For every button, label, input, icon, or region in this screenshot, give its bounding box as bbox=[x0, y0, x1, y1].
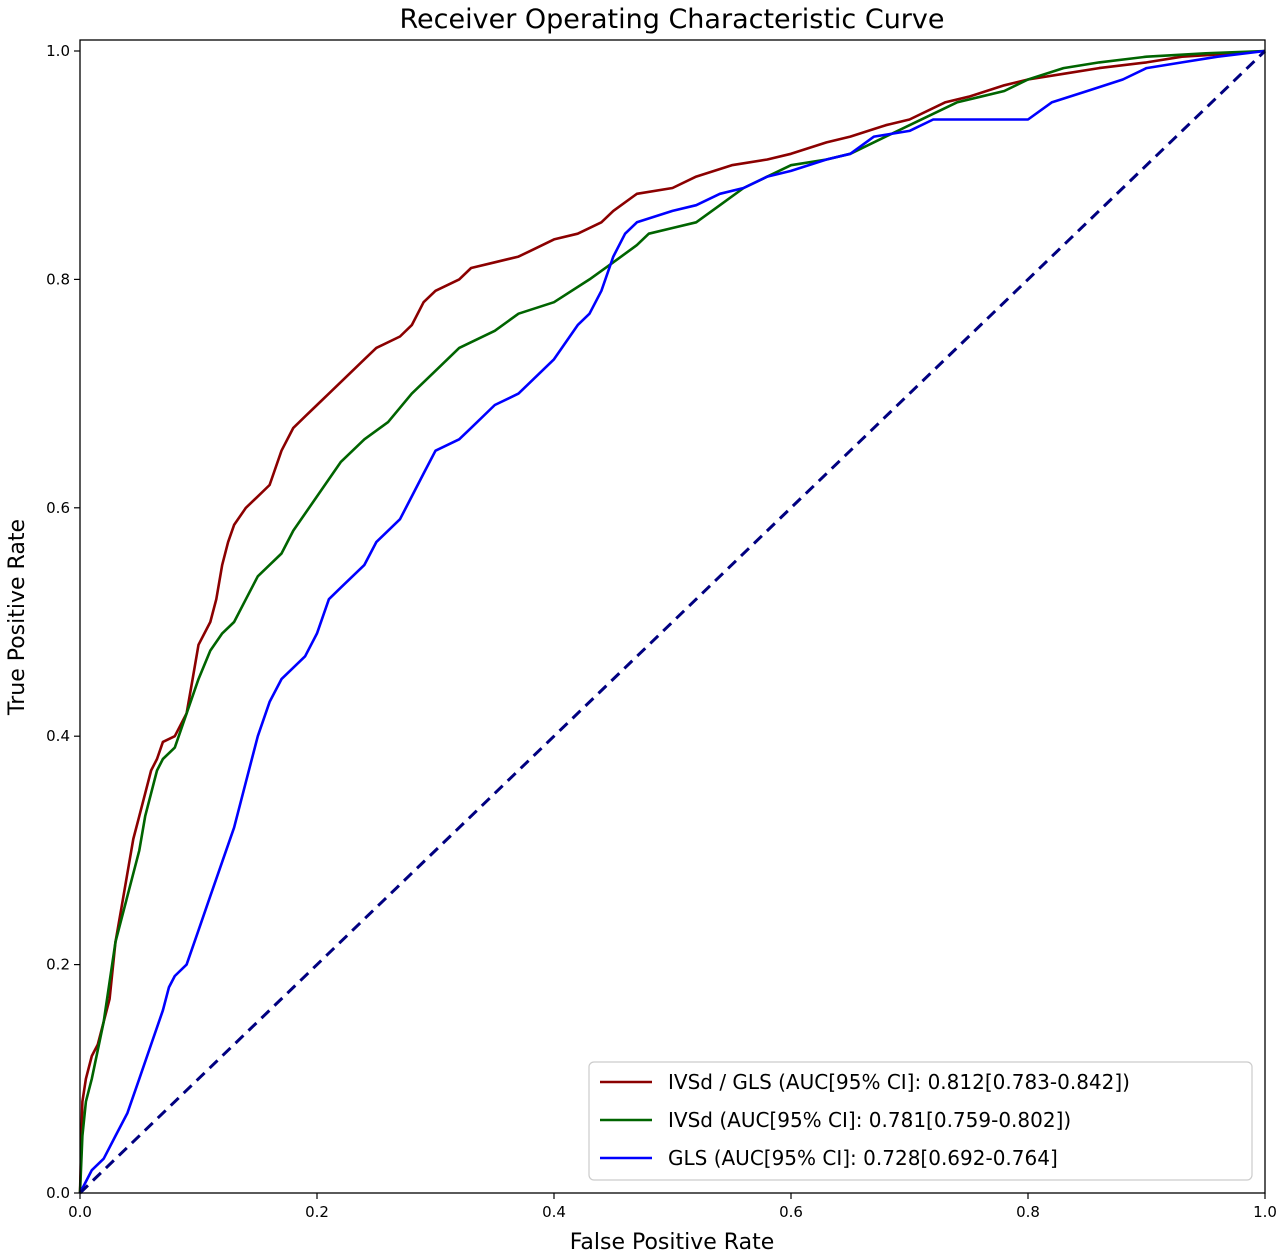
chart-title: Receiver Operating Characteristic Curve bbox=[400, 4, 945, 35]
series-line-1 bbox=[78, 49, 1266, 1194]
series-layer bbox=[78, 49, 1267, 1195]
x-tick-label: 1.0 bbox=[1253, 1203, 1277, 1221]
series-line-2 bbox=[78, 49, 1266, 1194]
legend-label: GLS (AUC[95% CI]: 0.728[0.692-0.764] bbox=[668, 1146, 1058, 1170]
legend: IVSd / GLS (AUC[95% CI]: 0.812[0.783-0.8… bbox=[588, 1061, 1253, 1181]
y-tick-label: 0.8 bbox=[46, 270, 70, 288]
x-axis-label: False Positive Rate bbox=[570, 1230, 774, 1253]
y-axis-ticks: 0.0 0.2 0.4 0.6 0.8 1.0 bbox=[46, 42, 80, 1202]
legend-label: IVSd (AUC[95% CI]: 0.781[0.759-0.802]) bbox=[668, 1108, 1071, 1132]
y-axis-label: True Positive Rate bbox=[5, 519, 30, 716]
y-tick-label: 0.6 bbox=[46, 499, 70, 517]
x-tick-label: 0.8 bbox=[1016, 1203, 1040, 1221]
y-tick-label: 0.4 bbox=[46, 727, 70, 745]
series-line-0 bbox=[78, 49, 1266, 1194]
legend-box bbox=[588, 1061, 1253, 1181]
y-tick-label: 1.0 bbox=[46, 42, 70, 60]
plot-frame bbox=[79, 39, 1266, 1194]
x-tick-label: 0.0 bbox=[68, 1203, 92, 1221]
x-tick-label: 0.2 bbox=[305, 1203, 329, 1221]
x-tick-label: 0.6 bbox=[779, 1203, 803, 1221]
x-tick-label: 0.4 bbox=[542, 1203, 566, 1221]
y-tick-label: 0.0 bbox=[46, 1184, 70, 1202]
chance-diagonal-line bbox=[78, 49, 1267, 1195]
y-tick-label: 0.2 bbox=[46, 956, 70, 974]
legend-label: IVSd / GLS (AUC[95% CI]: 0.812[0.783-0.8… bbox=[668, 1070, 1130, 1094]
x-axis-ticks: 0.0 0.2 0.4 0.6 0.8 1.0 bbox=[68, 1193, 1277, 1221]
